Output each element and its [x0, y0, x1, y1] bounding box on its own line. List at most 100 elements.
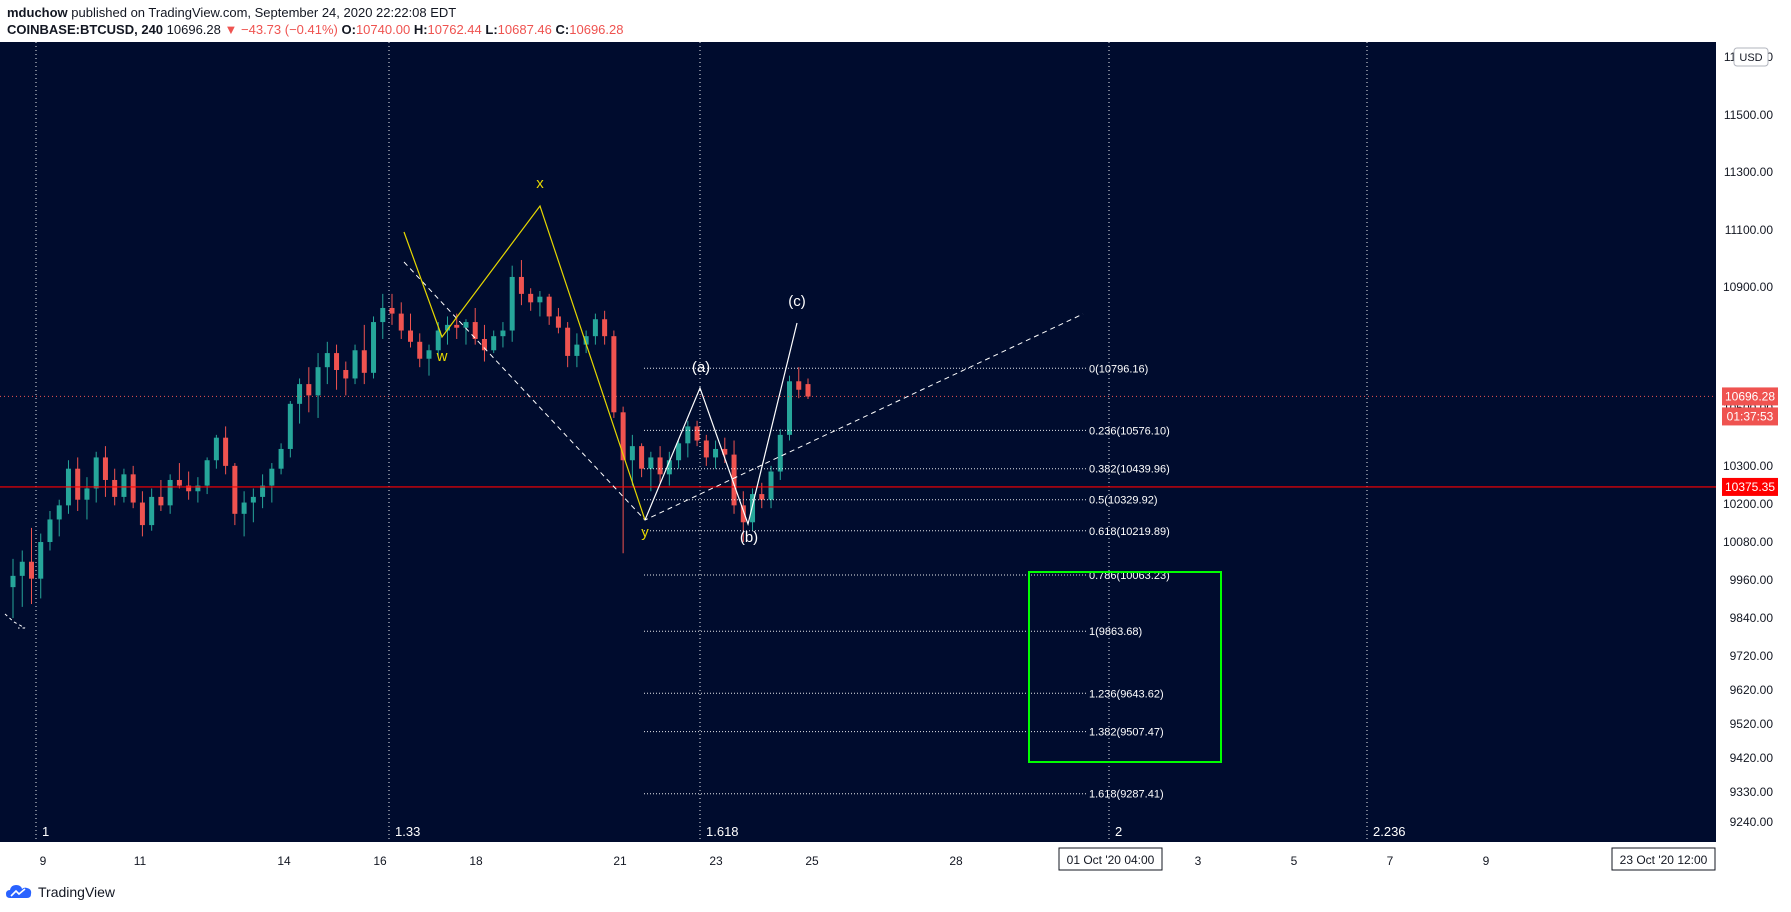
currency-badge[interactable] — [1733, 47, 1769, 67]
candle-body[interactable] — [435, 330, 441, 351]
candle-body[interactable] — [139, 502, 145, 526]
candle-body[interactable] — [426, 350, 432, 359]
candle-body[interactable] — [269, 468, 275, 486]
candle-body[interactable] — [93, 457, 99, 489]
candle-body[interactable] — [204, 460, 210, 486]
candle-body[interactable] — [56, 505, 62, 520]
candle-body[interactable] — [444, 324, 450, 331]
candle-body[interactable] — [352, 350, 358, 379]
candle-body[interactable] — [796, 381, 802, 390]
candle-body[interactable] — [481, 338, 487, 351]
candle-body[interactable] — [555, 316, 561, 328]
candle-body[interactable] — [158, 496, 164, 506]
candle-body[interactable] — [343, 370, 349, 379]
candle-body[interactable] — [472, 322, 478, 339]
candle-body[interactable] — [750, 494, 756, 523]
candle-body[interactable] — [583, 336, 589, 345]
candle-body[interactable] — [611, 336, 617, 413]
candle-body[interactable] — [648, 457, 654, 469]
price-tick-label: 9520.00 — [1730, 717, 1774, 731]
candle-body[interactable] — [509, 276, 515, 331]
candle-body[interactable] — [463, 322, 469, 328]
candle-body[interactable] — [297, 384, 303, 404]
candle-body[interactable] — [287, 403, 293, 449]
candle-body[interactable] — [805, 384, 811, 397]
candle-body[interactable] — [657, 457, 663, 475]
candle-body[interactable] — [38, 542, 44, 579]
candle-body[interactable] — [639, 446, 645, 469]
candle-body[interactable] — [130, 474, 136, 503]
price-axis[interactable] — [1716, 42, 1791, 842]
candle-body[interactable] — [167, 479, 173, 506]
candle-body[interactable] — [213, 437, 219, 461]
candle-body[interactable] — [546, 296, 552, 317]
candle-body[interactable] — [537, 296, 543, 303]
candle-body[interactable] — [759, 494, 765, 500]
candle-body[interactable] — [620, 412, 626, 461]
candle-body[interactable] — [676, 443, 682, 461]
time-tick-label: 14 — [277, 854, 291, 868]
candle-body[interactable] — [149, 496, 155, 526]
candle-body[interactable] — [694, 426, 700, 441]
candle-body[interactable] — [787, 381, 793, 435]
price-chart[interactable]: 1 1.33 1.618 2 2.236 0(10796.16) 0.236(10576.1… — [0, 42, 1791, 872]
candle-body[interactable] — [592, 319, 598, 337]
candle-body[interactable] — [713, 448, 719, 458]
candle-body[interactable] — [195, 485, 201, 492]
candle-body[interactable] — [10, 575, 16, 588]
plot-area[interactable] — [0, 42, 1716, 842]
candle-body[interactable] — [84, 488, 90, 500]
target-zone-box[interactable] — [1028, 571, 1222, 763]
candle-body[interactable] — [112, 479, 118, 497]
candle-body[interactable] — [703, 440, 709, 458]
time-axis[interactable] — [0, 842, 1716, 872]
candle-body[interactable] — [777, 434, 783, 472]
candle-body[interactable] — [398, 313, 404, 331]
candle-body[interactable] — [722, 448, 728, 455]
candle-body[interactable] — [408, 330, 413, 342]
candle-body[interactable] — [75, 468, 81, 500]
wave-wxy-line[interactable] — [403, 204, 646, 521]
candle-body[interactable] — [731, 454, 737, 506]
candle-body[interactable] — [417, 341, 423, 359]
candle-body[interactable] — [19, 561, 25, 576]
candle-body[interactable] — [629, 446, 635, 461]
candle-body[interactable] — [361, 350, 367, 373]
candle-body[interactable] — [491, 336, 497, 351]
candle-body[interactable] — [28, 561, 34, 579]
candle-body[interactable] — [176, 479, 182, 486]
candle-body[interactable] — [666, 460, 672, 475]
candle-body[interactable] — [518, 276, 524, 294]
candle-body[interactable] — [565, 327, 571, 356]
candle-body[interactable] — [574, 344, 580, 356]
candle-body[interactable] — [102, 457, 108, 480]
symbol-label[interactable]: COINBASE:BTCUSD, 240 — [7, 22, 164, 37]
candle-body[interactable] — [186, 485, 192, 492]
candle-body[interactable] — [232, 465, 238, 514]
candle-body[interactable] — [260, 485, 266, 497]
candle-body[interactable] — [315, 367, 321, 396]
candle-body[interactable] — [121, 474, 127, 497]
candle-body[interactable] — [685, 426, 691, 444]
candle-body[interactable] — [334, 353, 340, 371]
candle-body[interactable] — [306, 384, 312, 396]
tradingview-logo[interactable]: TradingView — [6, 884, 115, 900]
candle-body[interactable] — [278, 448, 284, 469]
candle-body[interactable] — [380, 307, 386, 323]
candle-body[interactable] — [602, 319, 608, 337]
candle-body[interactable] — [47, 519, 53, 543]
candle-body[interactable] — [223, 437, 229, 466]
candle-body[interactable] — [371, 322, 377, 373]
candle-body[interactable] — [250, 496, 256, 503]
candle-body[interactable] — [500, 330, 506, 337]
candle-body[interactable] — [740, 505, 746, 523]
candle-body[interactable] — [768, 471, 774, 500]
candle-body[interactable] — [528, 293, 534, 303]
fib-level-label: 0.618(10219.89) — [1089, 526, 1170, 538]
author-name[interactable]: mduchow — [7, 5, 68, 20]
candle-body[interactable] — [454, 324, 460, 328]
candle-body[interactable] — [389, 307, 395, 314]
wave-abc-line[interactable] — [644, 322, 798, 527]
candle-body[interactable] — [324, 353, 330, 368]
candle-body[interactable] — [241, 502, 247, 514]
